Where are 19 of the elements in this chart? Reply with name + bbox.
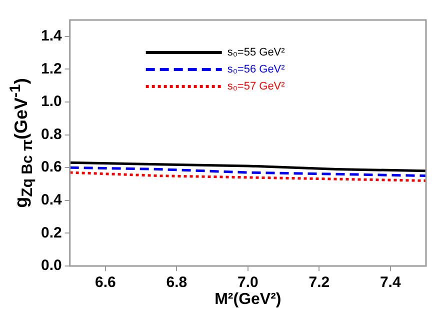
text: s₀=57 GeV² (227, 80, 286, 93)
y-tick-label: 1.2 (40, 60, 62, 78)
line-series (70, 166, 426, 178)
y-tick-label: 0.4 (40, 192, 62, 209)
y-tick-label: 0.2 (40, 224, 62, 242)
x-tick-label: 7.4 (380, 274, 402, 292)
y-tick-label: 0.0 (40, 257, 62, 274)
x-tick-label: 7.0 (237, 274, 258, 292)
y-tick-label: 1.4 (40, 28, 62, 45)
x-tick-label: 7.2 (308, 274, 330, 292)
text: s₀=56 GeV² (227, 64, 286, 76)
x-axis-title: M²(GeV²) (214, 290, 282, 310)
line-series (70, 171, 426, 182)
x-tick-label: 6.8 (166, 274, 188, 292)
y-tick-label: 1.0 (40, 93, 62, 110)
x-tick-label: 6.6 (95, 274, 116, 292)
text: s₀=55 GeV² (227, 46, 286, 59)
y-tick-label: 0.8 (40, 126, 62, 143)
y-tick-label: 0.6 (40, 158, 62, 176)
